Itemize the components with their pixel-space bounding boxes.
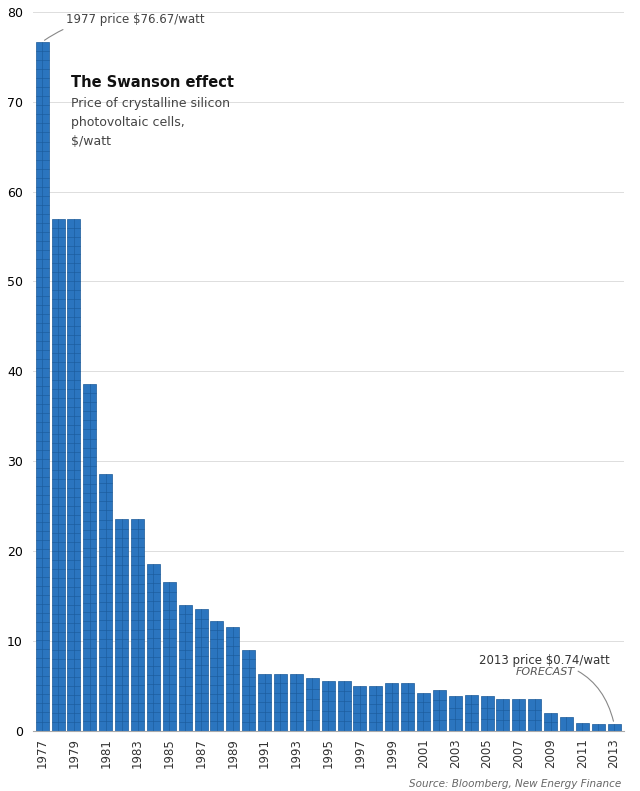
Bar bbox=[385, 683, 398, 731]
Bar bbox=[449, 696, 461, 731]
Bar bbox=[227, 627, 239, 731]
Bar bbox=[576, 722, 589, 731]
Bar bbox=[544, 713, 557, 731]
Text: Source: Bloomberg, New Energy Finance: Source: Bloomberg, New Energy Finance bbox=[408, 779, 621, 789]
Bar bbox=[369, 686, 382, 731]
Text: 1977 price $76.67/watt: 1977 price $76.67/watt bbox=[44, 13, 205, 40]
Bar bbox=[258, 674, 271, 731]
Bar bbox=[607, 724, 621, 731]
Bar bbox=[83, 384, 97, 731]
Bar bbox=[115, 520, 128, 731]
Bar bbox=[433, 691, 446, 731]
Text: 2013 price $0.74/watt: 2013 price $0.74/watt bbox=[479, 654, 614, 721]
Text: Price of crystalline silicon
photovoltaic cells,
$/watt: Price of crystalline silicon photovoltai… bbox=[71, 97, 230, 148]
Bar bbox=[512, 699, 525, 731]
Text: FORECAST: FORECAST bbox=[516, 667, 575, 677]
Bar bbox=[290, 674, 303, 731]
Bar bbox=[147, 565, 160, 731]
Bar bbox=[211, 621, 223, 731]
Bar bbox=[242, 649, 255, 731]
Bar bbox=[353, 686, 367, 731]
Bar bbox=[306, 679, 319, 731]
Bar bbox=[592, 724, 605, 731]
Bar bbox=[179, 605, 192, 731]
Bar bbox=[274, 674, 287, 731]
Bar bbox=[67, 218, 81, 731]
Bar bbox=[131, 520, 144, 731]
Bar bbox=[560, 717, 573, 731]
Bar bbox=[465, 694, 477, 731]
Bar bbox=[481, 696, 493, 731]
Bar bbox=[36, 42, 49, 731]
Bar bbox=[417, 693, 430, 731]
Bar bbox=[337, 681, 351, 731]
Bar bbox=[401, 683, 414, 731]
Bar bbox=[52, 218, 65, 731]
Text: The Swanson effect: The Swanson effect bbox=[71, 75, 234, 90]
Bar bbox=[195, 609, 207, 731]
Bar bbox=[497, 699, 509, 731]
Bar bbox=[99, 474, 112, 731]
Bar bbox=[322, 681, 335, 731]
Bar bbox=[163, 582, 176, 731]
Bar bbox=[528, 699, 541, 731]
